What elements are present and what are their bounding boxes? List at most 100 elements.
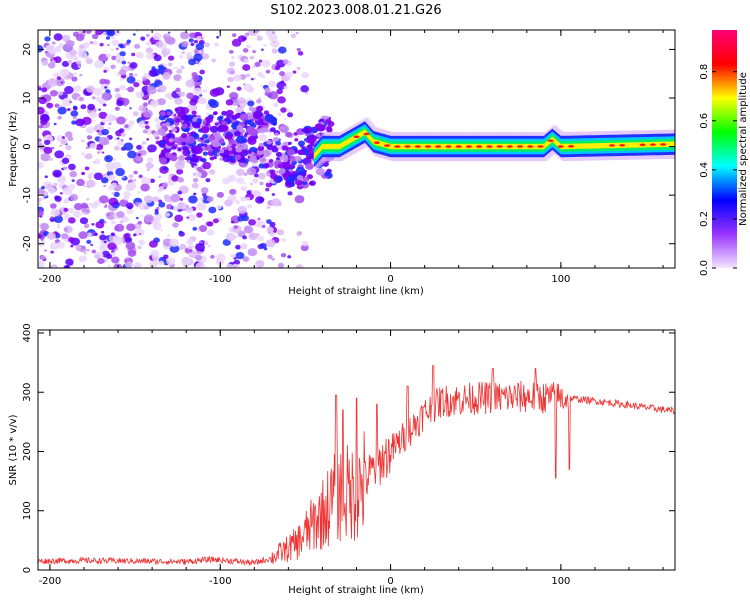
spectrogram-cell [158, 175, 162, 179]
spectrogram-cell [140, 36, 146, 41]
spectrogram-cell [247, 248, 258, 257]
spectrogram-cell [95, 96, 102, 102]
spectrogram-cell [306, 144, 313, 149]
spectrogram-cell [249, 182, 253, 186]
spectrogram-cell [269, 169, 276, 175]
spectrogram-cell [188, 38, 194, 43]
spectrogram-cell [40, 153, 51, 162]
spectrogram-cell [293, 132, 298, 136]
spectrogram-cell [86, 129, 91, 134]
spectrogram-cell [228, 139, 236, 145]
spectrogram-cell [127, 86, 135, 93]
spectrogram-cell [301, 71, 310, 79]
spectrogram-cell [268, 123, 272, 127]
spectrogram-cell [325, 118, 332, 124]
spectrogram-cell [83, 185, 86, 188]
spectrogram-cell [234, 154, 242, 160]
snr-panel: -200 -100 0 100 0 100 200 300 400 Height of stra… [8, 323, 676, 596]
spectrogram-cell [131, 52, 136, 57]
spectrogram-cell [121, 216, 129, 223]
spectrogram-cell [176, 168, 184, 175]
spectrogram-cell [93, 172, 103, 181]
spectrogram-cell [215, 258, 225, 266]
spectrogram-cell [265, 182, 273, 188]
spectrogram-cell [83, 223, 90, 229]
spectrogram-cell [69, 193, 79, 202]
spectrogram-cell [91, 249, 97, 254]
spectrogram-cell [153, 54, 162, 62]
spectrogram-cell [81, 207, 87, 213]
spectrogram-cell [226, 109, 234, 117]
spectrogram-cell [38, 209, 44, 217]
spectrogram-cell [303, 127, 310, 134]
spectrogram-cell [163, 54, 167, 58]
spectrogram-xtick-label: -200 [39, 274, 62, 285]
spectrogram-cell [106, 30, 116, 37]
spectrogram-cell [41, 185, 45, 190]
spectrogram-cell [77, 65, 81, 68]
spectrogram-cell [103, 184, 107, 188]
spectrogram-cell [187, 244, 195, 250]
spectrogram-cell [51, 146, 55, 150]
spectrogram-peak [394, 145, 401, 148]
spectrogram-cell [107, 265, 112, 268]
spectrogram-cell [255, 196, 265, 204]
spectrogram-peak [404, 145, 411, 148]
spectrogram-marks [38, 30, 679, 268]
spectrogram-cell [41, 60, 49, 66]
spectrogram-cell [116, 137, 120, 140]
spectrogram-cell [675, 130, 679, 159]
spectrogram-cell [86, 232, 93, 238]
spectrogram-cell [86, 239, 92, 244]
spectrogram-cell [174, 107, 180, 112]
spectrogram-cell [38, 204, 42, 207]
spectrogram-cell [143, 195, 154, 204]
spectrogram-cell [297, 149, 305, 156]
spectrogram-cell [282, 157, 289, 163]
spectrogram-cell [276, 88, 283, 95]
spectrogram-cell [51, 265, 57, 268]
spectrogram-cell [158, 201, 166, 208]
spectrogram-cell [153, 213, 163, 221]
spectrogram-cell [40, 255, 46, 260]
spectrogram-cell [243, 172, 248, 176]
spectrogram-cell [129, 62, 138, 69]
spectrogram-cell [256, 35, 263, 41]
spectrogram-cell [86, 135, 93, 140]
spectrogram-cell [208, 169, 216, 175]
spectrogram-cell [70, 244, 74, 248]
spectrogram-cell [65, 144, 72, 151]
spectrogram-cell [94, 60, 105, 69]
spectrogram-cell [141, 177, 151, 186]
spectrogram-cell [231, 220, 235, 224]
spectrogram-cell [107, 44, 110, 47]
spectrogram-cell [192, 177, 199, 183]
spectrogram-cell [274, 65, 281, 71]
spectrogram-cell [296, 47, 301, 52]
spectrogram-cell [205, 178, 211, 183]
spectrogram-cell [146, 168, 151, 172]
spectrogram-peak [557, 145, 564, 148]
spectrogram-cell [201, 53, 210, 60]
spectrogram-cell [177, 141, 183, 146]
spectrogram-cell [111, 55, 117, 61]
spectrogram-cell [271, 72, 275, 75]
spectrogram-cell [246, 204, 253, 209]
spectrogram-cell [60, 138, 68, 145]
spectrogram-cell [188, 58, 196, 66]
spectrogram-cell [185, 52, 193, 58]
spectrogram-cell [257, 145, 265, 151]
spectrogram-cell [120, 132, 126, 137]
spectrogram-peak [363, 132, 370, 136]
spectrogram-cell [295, 264, 304, 268]
spectrogram-cell [297, 51, 304, 56]
spectrogram-cell [213, 156, 217, 160]
spectrogram-cell [114, 92, 122, 99]
spectrogram-cell [240, 143, 249, 150]
spectrogram-cell [181, 257, 191, 266]
spectrogram-cell [259, 181, 264, 186]
spectrogram-cell [234, 235, 238, 239]
spectrogram-cell [263, 110, 270, 115]
spectrogram-cell [159, 140, 165, 146]
